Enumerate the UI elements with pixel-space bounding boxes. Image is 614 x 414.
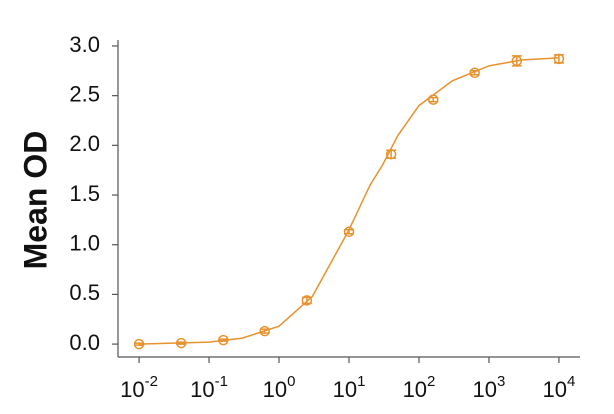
tick-exponent: 0 [287, 373, 295, 390]
data-point [218, 334, 229, 346]
y-tick-label: 1.5 [69, 181, 100, 206]
data-point [175, 337, 187, 349]
data-point [385, 149, 397, 160]
x-tick-label: 100 [263, 373, 296, 402]
error-bar [428, 96, 439, 103]
data-point [259, 325, 270, 337]
tick-exponent: -1 [215, 373, 228, 390]
tick-base: 10 [333, 377, 357, 402]
tick-exponent: 4 [567, 373, 575, 390]
y-tick-label: 2.0 [69, 131, 100, 156]
data-point [301, 295, 313, 306]
y-tick-label: 0.5 [69, 280, 100, 305]
tick-base: 10 [190, 377, 214, 402]
x-tick-label: 104 [543, 373, 576, 402]
tick-exponent: 3 [497, 373, 505, 390]
tick-base: 10 [403, 377, 427, 402]
y-tick-label: 3.0 [69, 32, 100, 57]
y-axis-label: Mean OD [17, 131, 53, 270]
data-point [553, 53, 565, 65]
x-tick-label: 10-2 [120, 373, 158, 402]
tick-base: 10 [473, 377, 497, 402]
x-tick-label: 103 [473, 373, 506, 402]
x-tick-label: 10-1 [190, 373, 228, 402]
tick-base: 10 [263, 377, 287, 402]
data-point [133, 338, 145, 350]
tick-base: 10 [543, 377, 567, 402]
tick-exponent: 2 [427, 373, 435, 390]
data-point [428, 94, 439, 105]
tick-base: 10 [120, 377, 144, 402]
error-bar [134, 342, 145, 346]
error-bar [469, 70, 480, 76]
error-bar [259, 328, 270, 334]
tick-exponent: -2 [145, 373, 158, 390]
x-tick-label: 101 [333, 373, 366, 402]
data-point [469, 67, 480, 79]
error-bar [176, 341, 187, 345]
data-point [511, 55, 523, 67]
error-bar [344, 229, 354, 235]
y-tick-label: 2.5 [69, 81, 100, 106]
data-point [343, 226, 355, 238]
fit-curve [139, 57, 559, 345]
tick-exponent: 1 [357, 373, 365, 390]
y-tick-label: 0.0 [69, 330, 100, 355]
error-bar [218, 338, 229, 342]
x-tick-label: 102 [403, 373, 436, 402]
y-tick-label: 1.0 [69, 231, 100, 256]
